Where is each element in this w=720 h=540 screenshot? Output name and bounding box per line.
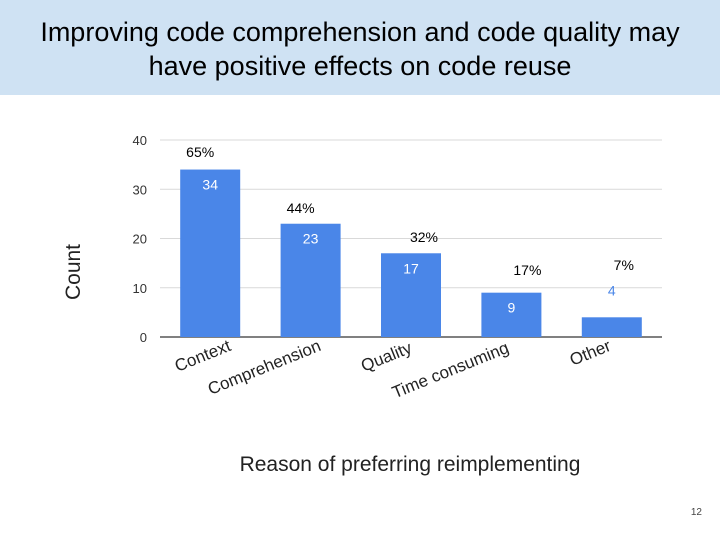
- bar: [280, 223, 341, 337]
- y-tick-label: 10: [133, 281, 147, 296]
- percent-label: 32%: [410, 229, 438, 245]
- category-label: Context: [172, 336, 234, 376]
- slide-title: Improving code comprehension and code qu…: [40, 17, 680, 81]
- percent-label: 17%: [513, 262, 541, 278]
- bar-value-label: 17: [403, 260, 419, 276]
- bar-chart: 010203040Count3465%Context2344%Comprehen…: [62, 133, 662, 476]
- bar-value-label: 34: [202, 177, 218, 193]
- percent-label: 7%: [614, 257, 634, 273]
- bar-value-label: 23: [303, 231, 319, 247]
- bar: [381, 253, 441, 337]
- y-tick-label: 20: [133, 232, 147, 247]
- category-label: Other: [567, 336, 614, 370]
- y-tick-label: 40: [133, 133, 147, 148]
- y-tick-label: 0: [140, 330, 147, 345]
- y-tick-label: 30: [133, 182, 147, 197]
- page-number: 12: [690, 507, 702, 518]
- bar: [481, 292, 542, 337]
- bar-value-label: 4: [608, 282, 616, 298]
- bar-value-label: 9: [508, 300, 516, 316]
- x-axis-title: Reason of preferring reimplementing: [240, 453, 581, 476]
- percent-label: 44%: [287, 200, 315, 216]
- bar: [180, 169, 241, 337]
- category-label: Quality: [358, 338, 415, 376]
- percent-label: 65%: [186, 144, 214, 160]
- title-band: [0, 0, 720, 95]
- y-axis-title: Count: [62, 244, 85, 300]
- bar: [581, 317, 642, 337]
